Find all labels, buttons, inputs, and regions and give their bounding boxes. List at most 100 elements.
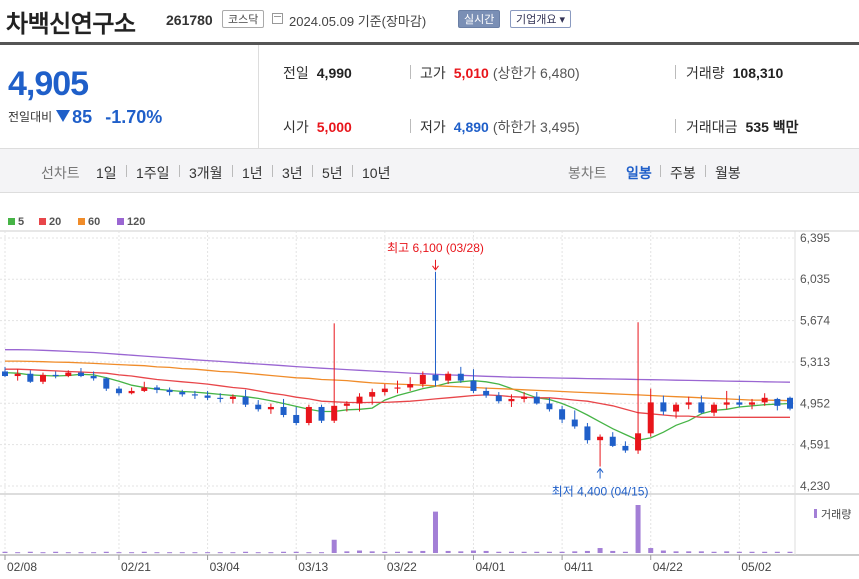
candle-body bbox=[318, 406, 325, 421]
volume-legend-swatch bbox=[814, 509, 817, 518]
legend-label: 60 bbox=[88, 216, 101, 228]
volume-bar bbox=[369, 551, 375, 553]
y-tick-label: 6,035 bbox=[800, 272, 830, 286]
volume-bar bbox=[230, 552, 236, 554]
volume-bar bbox=[534, 551, 540, 553]
toolbar-divider bbox=[312, 165, 313, 177]
stat-divider bbox=[410, 65, 411, 79]
lower-limit: (하한가 3,495) bbox=[492, 119, 580, 135]
volume-bar bbox=[15, 552, 21, 554]
legend-swatch bbox=[78, 218, 85, 225]
candle-body bbox=[128, 390, 135, 394]
volume-bar bbox=[711, 551, 717, 553]
volume-bar bbox=[559, 551, 565, 553]
stat-label: 거래대금 bbox=[686, 119, 738, 135]
volume-bar bbox=[281, 551, 287, 553]
legend-ma5: 5 bbox=[8, 216, 24, 228]
period-3m[interactable]: 3개월 bbox=[189, 165, 223, 181]
y-tick-label: 6,395 bbox=[800, 231, 830, 245]
volume-bar bbox=[572, 551, 578, 553]
volume-bar bbox=[344, 551, 350, 553]
volume-bar bbox=[724, 551, 730, 553]
current-price: 4,905 bbox=[8, 65, 89, 103]
volume-bar bbox=[65, 552, 71, 554]
stat-label: 저가 bbox=[420, 119, 446, 135]
candle-body bbox=[115, 388, 122, 394]
volume-bar bbox=[584, 550, 590, 553]
legend-swatch bbox=[117, 218, 124, 225]
volume-bar bbox=[420, 550, 426, 553]
toolbar-divider bbox=[232, 165, 233, 177]
candle-body bbox=[673, 404, 680, 412]
candle-body bbox=[103, 378, 110, 389]
volume-bar bbox=[116, 552, 122, 554]
candle-body bbox=[508, 398, 515, 402]
period-1w[interactable]: 1주일 bbox=[136, 165, 170, 181]
legend-ma60: 60 bbox=[78, 216, 100, 228]
y-tick-label: 4,591 bbox=[800, 438, 830, 452]
candle-body bbox=[698, 402, 705, 413]
stat-divider bbox=[410, 119, 411, 133]
candle-body bbox=[242, 396, 249, 405]
candle-body bbox=[622, 445, 629, 451]
volume-bar bbox=[306, 552, 312, 554]
volume-bar bbox=[698, 551, 704, 553]
x-tick-label: 04/22 bbox=[653, 560, 683, 574]
candle-body bbox=[204, 395, 211, 398]
candle-monthly[interactable]: 월봉 bbox=[715, 165, 741, 181]
low-arrow-head bbox=[596, 467, 604, 473]
volume-bar bbox=[445, 550, 451, 553]
legend-label: 20 bbox=[49, 216, 62, 228]
date-value: 2024.05.09 bbox=[289, 14, 355, 29]
candle-body bbox=[457, 373, 464, 381]
candle-body bbox=[90, 376, 97, 379]
x-tick-label: 03/04 bbox=[210, 560, 240, 574]
volume-bar bbox=[2, 551, 8, 553]
period-5y[interactable]: 5년 bbox=[322, 165, 343, 181]
y-tick-label: 4,952 bbox=[800, 396, 830, 410]
ma-line-20 bbox=[5, 368, 790, 418]
calendar-icon bbox=[272, 13, 283, 24]
candle-weekly[interactable]: 주봉 bbox=[670, 165, 696, 181]
volume-bar bbox=[141, 551, 147, 553]
volume-bar bbox=[179, 552, 185, 554]
candle-body bbox=[2, 371, 8, 377]
candle-body bbox=[495, 395, 502, 402]
period-10y[interactable]: 10년 bbox=[362, 165, 391, 181]
volume-bar bbox=[774, 551, 780, 553]
stat-value: 4,890 bbox=[453, 119, 489, 135]
stat-label: 전일 bbox=[283, 65, 309, 81]
toolbar-divider bbox=[705, 165, 706, 177]
volume-bar bbox=[622, 551, 628, 553]
candle-body bbox=[229, 396, 236, 399]
candle-daily[interactable]: 일봉 bbox=[626, 165, 652, 181]
change-amount: 85 bbox=[72, 107, 93, 127]
panel-divider bbox=[258, 45, 259, 148]
stat-amount: 거래대금 535 백만 bbox=[686, 117, 799, 137]
volume-bar bbox=[255, 552, 261, 554]
volume-legend-label: 거래량 bbox=[821, 508, 851, 521]
candle-body bbox=[255, 404, 262, 410]
candle-body bbox=[77, 372, 84, 377]
company-info-button[interactable]: 기업개요 ▾ bbox=[510, 10, 572, 28]
legend-ma120: 120 bbox=[117, 216, 145, 228]
period-3y[interactable]: 3년 bbox=[282, 165, 303, 181]
volume-bar bbox=[154, 552, 160, 554]
volume-bar bbox=[382, 551, 388, 553]
period-1d[interactable]: 1일 bbox=[96, 165, 117, 181]
volume-bar bbox=[167, 552, 173, 554]
volume-bar bbox=[268, 552, 274, 554]
volume-bar bbox=[508, 551, 514, 553]
x-tick-label: 05/02 bbox=[741, 560, 771, 574]
candle-body bbox=[584, 426, 591, 441]
candle-body bbox=[179, 392, 186, 395]
high-annotation: 최고 6,100 (03/28) bbox=[387, 241, 484, 255]
volume-bar bbox=[357, 550, 363, 553]
stat-prev-close: 전일 4,990 bbox=[283, 63, 352, 83]
legend-label: 5 bbox=[18, 216, 25, 228]
upper-limit: (상한가 6,480) bbox=[492, 65, 580, 81]
date-basis: 기준(장마감) bbox=[357, 14, 427, 29]
period-1y[interactable]: 1년 bbox=[242, 165, 263, 181]
realtime-button[interactable]: 실시간 bbox=[458, 10, 501, 28]
